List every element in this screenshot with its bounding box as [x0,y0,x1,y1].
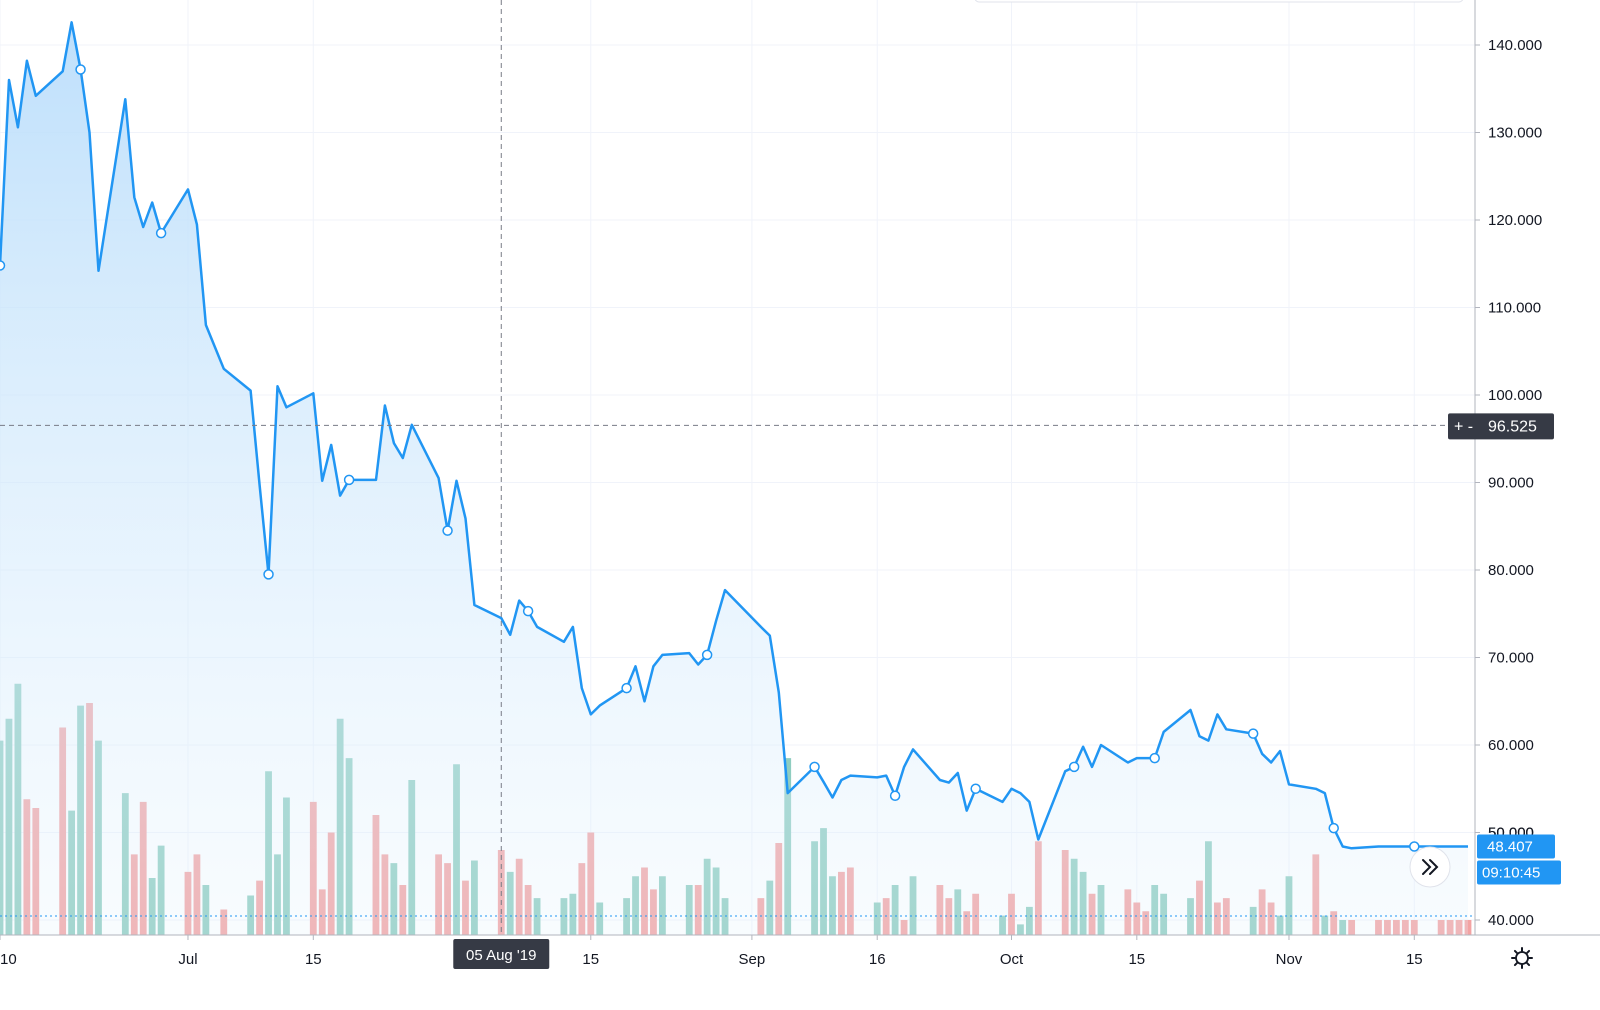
axes: 40.00050.00060.00070.00080.00090.000100.… [0,0,1600,968]
price-marker [1068,761,1080,773]
price-area-fill [0,22,1468,935]
price-marker [343,474,355,486]
x-tick-label: 15 [1128,951,1145,968]
countdown-badge [1477,860,1561,885]
price-marker [1247,728,1259,739]
price-area [0,22,1468,935]
x-tick-label: 15 [1406,951,1423,968]
last-price-badge [1477,834,1555,859]
price-marker [442,525,453,536]
crosshair-y-badge [1448,413,1554,440]
price-marker [522,605,534,617]
countdown-label: 09:10:45 [1482,864,1540,881]
crosshair-y-label: 96.525 [1488,418,1537,435]
y-tick-label: 90.000 [1488,475,1534,492]
x-tick-label: 10 [0,951,17,968]
price-marker [809,761,820,773]
price-marker [701,649,713,661]
gear-tooth [1513,961,1519,967]
scroll-to-realtime-button[interactable] [1409,846,1451,888]
price-marker [263,569,274,580]
y-tick-label: 40.000 [1488,912,1534,929]
x-tick-label: Oct [1000,951,1024,968]
crosshair-x-label: 05 Aug '19 [466,947,536,964]
gear-tooth [1513,949,1519,955]
gear-tooth [1525,961,1531,967]
price-marker [1409,841,1420,852]
gear-tooth [1525,949,1531,955]
x-tick-label: Sep [739,951,766,968]
y-tick-label: 60.000 [1488,737,1534,754]
price-marker [75,64,86,75]
last-price-label: 48.407 [1487,838,1533,855]
x-tick-label: 15 [582,951,599,968]
x-tick-label: Jul [178,951,197,968]
y-tick-label: 140.000 [1488,37,1542,54]
price-marker [155,227,167,239]
price-marker [621,682,632,694]
crosshair-x-badge [453,939,550,969]
gear-icon [1515,951,1529,965]
x-tick-label: 16 [869,951,886,968]
x-tick-label: 15 [305,951,322,968]
y-tick-label: 110.000 [1488,300,1541,317]
y-tick-label: 100.000 [1488,387,1542,404]
price-marker [970,783,981,794]
price-line [0,21,1468,850]
top-panel-edge [974,0,1464,3]
price-marker [1328,822,1339,834]
double-chevron-right-icon [1422,859,1439,875]
price-line-group [0,21,1468,852]
y-tick-label: 120.000 [1488,212,1542,229]
crosshair-y-prefix: + - [1454,418,1473,435]
y-tick-label: 70.000 [1488,650,1534,667]
settings-button[interactable] [1511,947,1533,969]
price-marker [889,790,901,801]
price-marker [1149,752,1160,764]
y-tick-label: 130.000 [1488,125,1542,142]
y-tick-label: 80.000 [1488,562,1534,579]
price-marker [0,260,6,271]
x-tick-label: Nov [1276,951,1303,968]
